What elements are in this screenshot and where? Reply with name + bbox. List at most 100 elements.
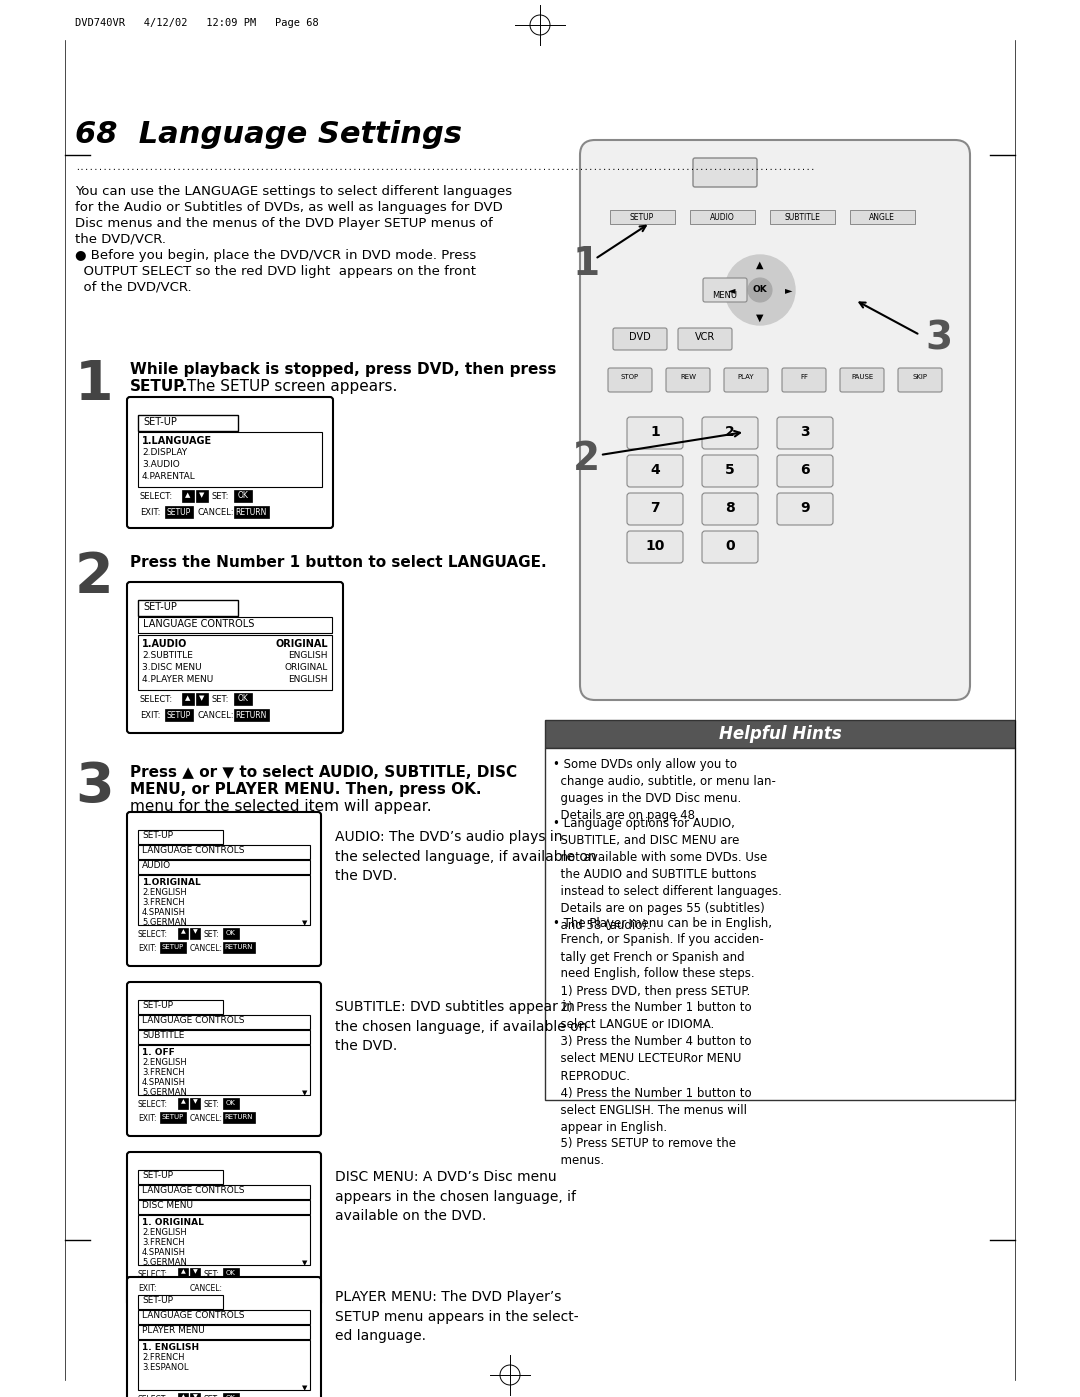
Text: RETURN: RETURN bbox=[225, 1113, 253, 1120]
Text: ▼: ▼ bbox=[302, 921, 308, 926]
Text: CANCEL:: CANCEL: bbox=[197, 711, 233, 719]
Bar bbox=[160, 1112, 186, 1123]
Text: 3.FRENCH: 3.FRENCH bbox=[141, 1067, 185, 1077]
Text: LANGUAGE CONTROLS: LANGUAGE CONTROLS bbox=[141, 1186, 244, 1194]
Text: Disc menus and the menus of the DVD Player SETUP menus of: Disc menus and the menus of the DVD Play… bbox=[75, 217, 492, 231]
FancyBboxPatch shape bbox=[608, 367, 652, 393]
FancyBboxPatch shape bbox=[127, 1277, 321, 1397]
Text: ENGLISH: ENGLISH bbox=[288, 675, 328, 685]
Text: SET-UP: SET-UP bbox=[143, 416, 177, 427]
Text: AUDIO: The DVD’s audio plays in
the selected language, if available on
the DVD.: AUDIO: The DVD’s audio plays in the sele… bbox=[335, 830, 596, 883]
Text: The SETUP screen appears.: The SETUP screen appears. bbox=[183, 379, 397, 394]
Text: SUBTITLE: SUBTITLE bbox=[141, 1031, 185, 1039]
Text: 2.DISPLAY: 2.DISPLAY bbox=[141, 448, 187, 457]
Text: ORIGINAL: ORIGINAL bbox=[285, 664, 328, 672]
Bar bbox=[138, 1340, 310, 1390]
Bar bbox=[610, 210, 675, 224]
Text: SUBTITLE: SUBTITLE bbox=[784, 212, 820, 222]
Text: CANCEL:: CANCEL: bbox=[190, 1284, 222, 1294]
FancyBboxPatch shape bbox=[627, 416, 683, 448]
Text: 3.DISC MENU: 3.DISC MENU bbox=[141, 664, 202, 672]
Text: ▼: ▼ bbox=[192, 1099, 198, 1104]
Bar bbox=[138, 1045, 310, 1095]
Text: ▲: ▲ bbox=[180, 1099, 186, 1104]
Text: 1. OFF: 1. OFF bbox=[141, 1048, 175, 1058]
Text: ▼: ▼ bbox=[192, 1394, 198, 1397]
FancyBboxPatch shape bbox=[627, 455, 683, 488]
Text: PLAYER MENU: The DVD Player’s
SETUP menu appears in the select-
ed language.: PLAYER MENU: The DVD Player’s SETUP menu… bbox=[335, 1289, 579, 1343]
Text: You can use the LANGUAGE settings to select different languages: You can use the LANGUAGE settings to sel… bbox=[75, 184, 512, 198]
Text: 2: 2 bbox=[725, 425, 734, 439]
Text: 6: 6 bbox=[800, 462, 810, 476]
Text: ENGLISH: ENGLISH bbox=[288, 651, 328, 659]
Bar bbox=[165, 710, 193, 721]
Bar bbox=[222, 1112, 255, 1123]
Bar bbox=[545, 747, 1015, 1099]
Text: RETURN: RETURN bbox=[235, 711, 267, 719]
Text: SKIP: SKIP bbox=[913, 374, 928, 380]
Text: OK: OK bbox=[238, 490, 248, 500]
Text: 1.LANGUAGE: 1.LANGUAGE bbox=[141, 436, 212, 446]
Text: SELECT:: SELECT: bbox=[138, 1270, 168, 1280]
Text: ►: ► bbox=[785, 285, 793, 295]
Text: ▲: ▲ bbox=[180, 1268, 186, 1274]
FancyBboxPatch shape bbox=[127, 1153, 321, 1306]
Text: 5.GERMAN: 5.GERMAN bbox=[141, 918, 187, 928]
Text: 1: 1 bbox=[650, 425, 660, 439]
Text: REW: REW bbox=[680, 374, 696, 380]
Bar bbox=[770, 210, 835, 224]
Text: 4.PLAYER MENU: 4.PLAYER MENU bbox=[141, 675, 213, 685]
Text: SETUP: SETUP bbox=[162, 1113, 184, 1120]
FancyBboxPatch shape bbox=[702, 493, 758, 525]
Text: of the DVD/VCR.: of the DVD/VCR. bbox=[75, 281, 191, 293]
Text: ▼: ▼ bbox=[192, 1268, 198, 1274]
Text: • Some DVDs only allow you to
  change audio, subtitle, or menu lan-
  guages in: • Some DVDs only allow you to change aud… bbox=[553, 759, 775, 821]
Text: SET-UP: SET-UP bbox=[143, 602, 177, 612]
Bar bbox=[138, 875, 310, 925]
Text: OK: OK bbox=[226, 1099, 235, 1106]
Text: DISC MENU: A DVD’s Disc menu
appears in the chosen language, if
available on the: DISC MENU: A DVD’s Disc menu appears in … bbox=[335, 1171, 576, 1222]
Text: OK: OK bbox=[226, 1396, 235, 1397]
Text: 1: 1 bbox=[75, 358, 113, 412]
Bar bbox=[183, 490, 194, 502]
Text: SETUP: SETUP bbox=[167, 509, 191, 517]
Text: SET:: SET: bbox=[212, 492, 229, 502]
Text: SET:: SET: bbox=[204, 1270, 219, 1280]
Text: SELECT:: SELECT: bbox=[140, 694, 173, 704]
Text: SET:: SET: bbox=[204, 1396, 219, 1397]
Text: SET-UP: SET-UP bbox=[141, 831, 173, 840]
Text: LANGUAGE CONTROLS: LANGUAGE CONTROLS bbox=[141, 847, 244, 855]
Bar bbox=[138, 830, 222, 844]
Bar bbox=[690, 210, 755, 224]
Text: 7: 7 bbox=[650, 502, 660, 515]
Text: 3: 3 bbox=[800, 425, 810, 439]
Bar bbox=[190, 1393, 200, 1397]
Text: 2.ENGLISH: 2.ENGLISH bbox=[141, 1058, 187, 1067]
Text: ANGLE: ANGLE bbox=[869, 212, 895, 222]
Text: SETUP: SETUP bbox=[162, 944, 184, 950]
Text: SETUP: SETUP bbox=[162, 1284, 184, 1289]
FancyBboxPatch shape bbox=[627, 531, 683, 563]
Text: 1. ENGLISH: 1. ENGLISH bbox=[141, 1343, 199, 1352]
Text: VCR: VCR bbox=[694, 332, 715, 342]
Bar bbox=[190, 1268, 200, 1280]
Bar bbox=[222, 1098, 239, 1109]
Text: RETURN: RETURN bbox=[225, 944, 253, 950]
Text: SETUP.: SETUP. bbox=[130, 379, 188, 394]
Text: 3.ESPANOL: 3.ESPANOL bbox=[141, 1363, 189, 1372]
Text: EXIT:: EXIT: bbox=[138, 944, 157, 953]
Text: 68  Language Settings: 68 Language Settings bbox=[75, 120, 462, 149]
Bar bbox=[178, 928, 188, 939]
Text: ▲: ▲ bbox=[756, 260, 764, 270]
Text: 3.AUDIO: 3.AUDIO bbox=[141, 460, 179, 469]
Text: LANGUAGE CONTROLS: LANGUAGE CONTROLS bbox=[143, 619, 255, 629]
Text: MENU, or PLAYER MENU. Then, press OK.: MENU, or PLAYER MENU. Then, press OK. bbox=[130, 782, 482, 798]
Text: 1.ORIGINAL: 1.ORIGINAL bbox=[141, 877, 201, 887]
Text: ................................................................................: ........................................… bbox=[75, 163, 815, 172]
Text: ▲: ▲ bbox=[180, 1394, 186, 1397]
Text: 2.FRENCH: 2.FRENCH bbox=[141, 1354, 185, 1362]
Text: 4.PARENTAL: 4.PARENTAL bbox=[141, 472, 195, 481]
Bar bbox=[222, 1282, 255, 1294]
FancyBboxPatch shape bbox=[782, 367, 826, 393]
FancyBboxPatch shape bbox=[613, 328, 667, 351]
